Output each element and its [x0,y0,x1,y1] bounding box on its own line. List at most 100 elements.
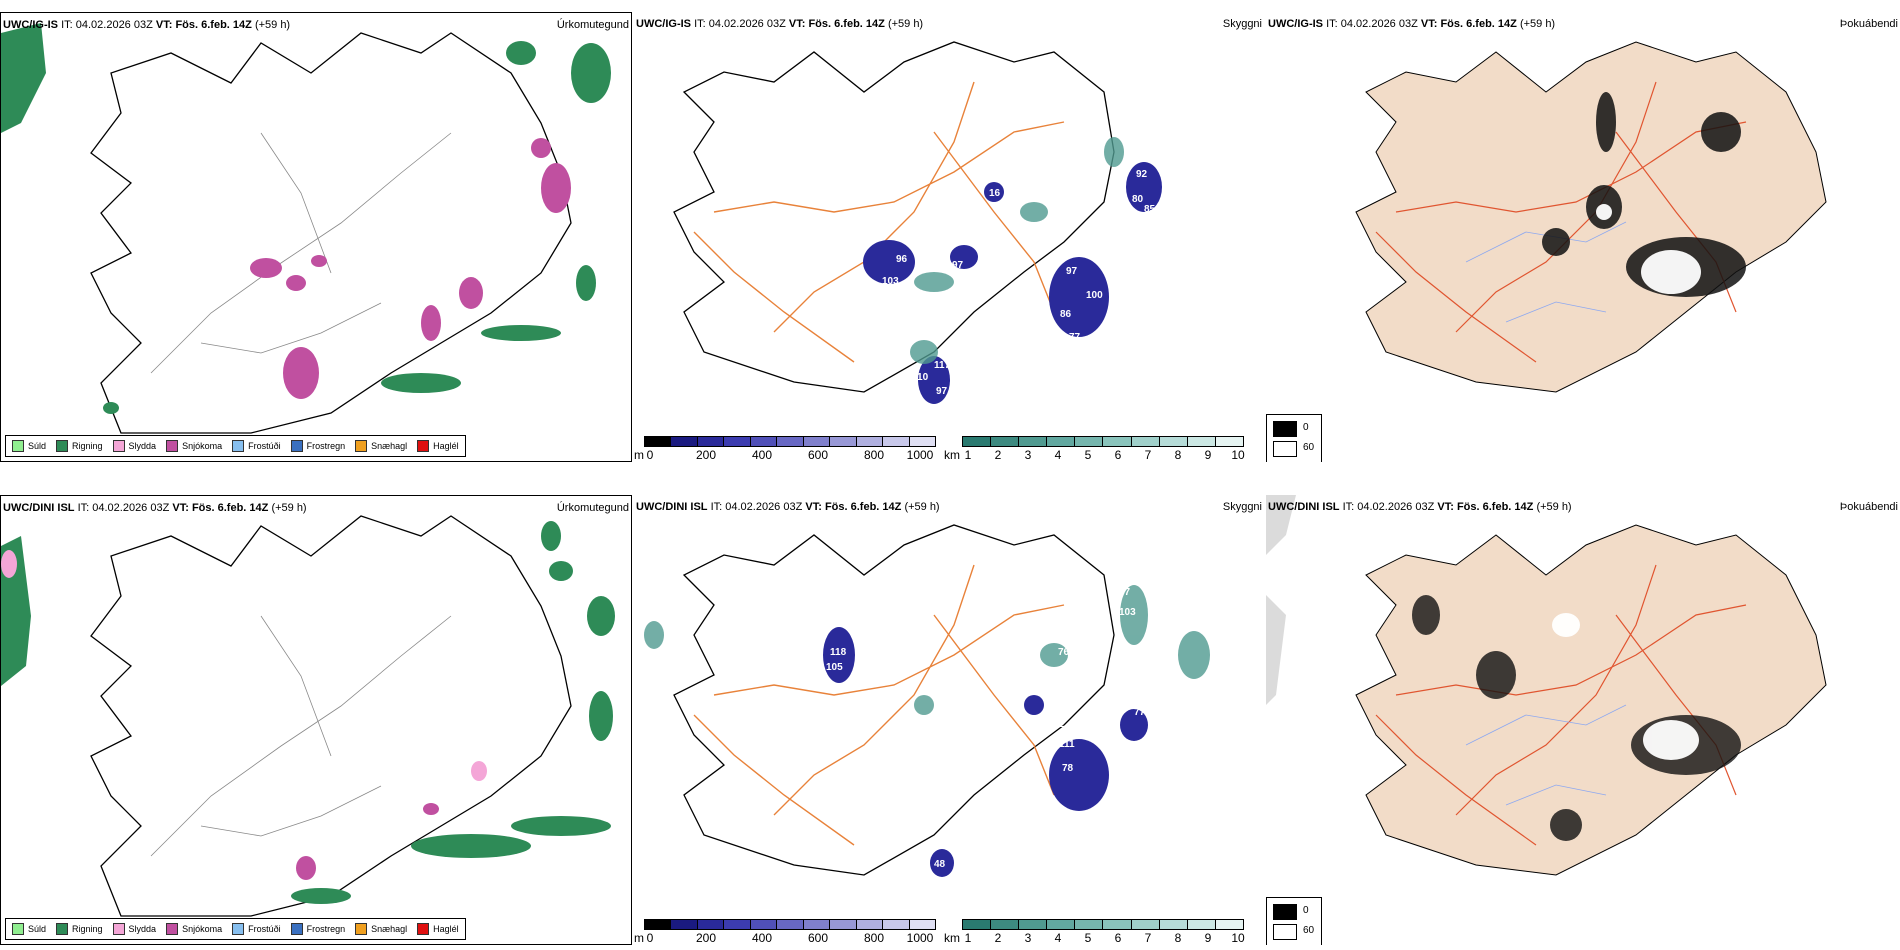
cloud-label: 85 [1144,204,1156,215]
panel-title: Þokuábendi [1839,18,1898,30]
legend-label: Snæhagl [371,441,408,451]
it-label: IT: [77,502,90,514]
ceiling-tick: 1000 [906,931,934,945]
fog-legend-swatch [1273,421,1297,437]
model-name: UWC/IG-IS [1268,18,1323,30]
vt-value: Fös. 6.feb. 14Z [175,19,252,31]
cloud-label: 96 [896,254,908,265]
legend-swatch [112,923,125,935]
ceiling-colorbar: m 0 200 400 600 800 1000 [634,919,939,945]
it-value: 04.02.2026 03Z [708,18,786,30]
vt-value: Fös. 6.feb. 14Z [808,18,885,30]
legend-label: Rigning [72,924,103,934]
panel-header: UWC/DINI ISL IT: 04.02.2026 03Z VT: Fös.… [3,502,307,514]
cloud-label: 15 [1052,675,1064,686]
fog-legend-swatch [1273,924,1297,940]
legend-swatch [56,440,69,452]
visibility-unit: km [944,448,960,462]
legend-item: Frostúði [232,923,281,935]
cloud-label: 87 [852,289,864,300]
cloud-label: 97 [952,260,964,271]
legend-item: Haglél [417,440,459,452]
visibility-tick: 8 [1174,931,1182,945]
model-name: UWC/IG-IS [636,18,691,30]
precip-map-top [1,23,611,434]
panel-header: UWC/IG-IS IT: 04.02.2026 03Z VT: Fös. 6.… [636,18,923,30]
visibility-tick: 9 [1204,931,1212,945]
legend-item: Slydda [112,923,156,935]
visibility-tick: 10 [1231,448,1245,462]
lead-time: (+59 h) [1519,18,1556,30]
visibility-bar-swatches [962,919,1244,930]
cloud-label: 72 [1054,719,1066,730]
visibility-panel-bottom: 118 105 103 76 107 15 72 111 78 92 89 77… [634,495,1264,945]
visibility-tick: 7 [1144,448,1152,462]
ceiling-tick: 200 [695,448,717,462]
visibility-tick: 3 [1024,931,1032,945]
ceiling-tick: 1000 [906,448,934,462]
panel-title: Skyggni [1222,501,1262,513]
it-label: IT: [694,18,706,30]
legend-item: Frostregn [290,923,345,935]
cloud-label: 86 [1060,309,1072,320]
panel-title: Úrkomutegund [556,502,629,514]
legend-label: Haglél [433,924,459,934]
legend-label: Frostregn [306,441,346,451]
visibility-tick: 8 [1174,448,1182,462]
lead-time: (+59 h) [271,502,307,514]
it-value: 04.02.2026 03Z [92,502,170,514]
fog-legend-label: 60 [1303,442,1315,453]
legend-label: Súld [28,924,47,934]
legend-item: Slydda [112,440,157,452]
it-value: 04.02.2026 03Z [1357,501,1435,513]
lead-time: (+59 h) [1536,501,1572,513]
ceiling-tick: 800 [863,931,885,945]
visibility-tick: 6 [1114,448,1122,462]
visibility-tick: 10 [1231,931,1245,945]
cloud-label: 117 [934,360,951,371]
it-label: IT: [1326,18,1338,30]
model-name: UWC/IG-IS [3,19,58,31]
vt-value: Fös. 6.feb. 14Z [1440,18,1517,30]
cloud-label: 103 [1119,607,1136,618]
model-name: UWC/DINI ISL [1268,501,1340,513]
it-label: IT: [710,501,723,513]
vt-label: VT: [1437,501,1454,513]
vt-label: VT: [155,19,173,31]
ceiling-tick: 400 [751,931,773,945]
precip-map-bottom [1,515,615,934]
ceiling-colorbar: m 0 200 400 600 800 1000 [634,436,939,462]
fog-panel-top: UWC/IG-IS IT: 04.02.2026 03Z VT: Fös. 6.… [1266,12,1900,462]
lead-time: (+59 h) [254,19,291,31]
lead-time: (+59 h) [887,18,924,30]
cloud-label: 107 [1029,683,1046,694]
cloud-label: 97 [1066,266,1078,277]
cloud-label: 92 [1136,169,1148,180]
it-label: IT: [61,19,73,31]
legend-swatch [166,923,179,935]
cloud-label: 97 [936,386,948,397]
visibility-tick: 9 [1204,448,1212,462]
legend-label: Slydda [128,441,157,451]
legend-item: Snæhagl [355,440,407,452]
panel-title: Skyggni [1222,18,1262,30]
legend-swatch [290,440,303,452]
legend-swatch [112,440,125,452]
panel-header: UWC/IG-IS IT: 04.02.2026 03Z VT: Fös. 6.… [1268,18,1555,30]
legend-label: Snjókoma [182,441,223,451]
cloud-label: 89 [1094,735,1106,746]
vt-label: VT: [172,502,189,514]
legend-item: Rigning [56,923,103,935]
cloud-label: 80 [1132,194,1144,205]
visibility-tick: 2 [994,931,1002,945]
legend-item: Súld [12,923,46,935]
visibility-tick: 2 [994,448,1002,462]
fog-panel-bottom: UWC/DINI ISL IT: 04.02.2026 03Z VT: Fös.… [1266,495,1900,945]
it-value: 04.02.2026 03Z [1340,18,1418,30]
visibility-tick: 7 [1144,931,1152,945]
panel-header: UWC/DINI ISL IT: 04.02.2026 03Z VT: Fös.… [636,501,940,513]
legend-item: Snæhagl [355,923,407,935]
precip-legend: Súld Rigning Slydda Snjókoma Frostúði Fr… [5,435,466,457]
legend-swatch [417,923,430,935]
fog-legend: 0 60 [1266,897,1322,945]
